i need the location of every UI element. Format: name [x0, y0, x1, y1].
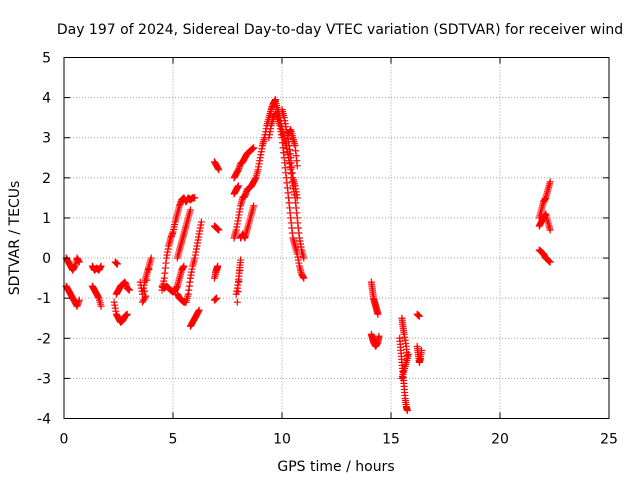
data-point-marker: [180, 262, 188, 270]
data-point-marker: [147, 254, 155, 262]
gridlines: [64, 57, 609, 419]
data-point-marker: [546, 178, 554, 186]
data-point-marker: [97, 302, 105, 310]
data-point-marker: [375, 332, 383, 340]
y-tick-label: 0: [42, 251, 51, 267]
y-tick-label: 1: [42, 211, 51, 227]
data-point-marker: [195, 306, 203, 314]
data-point-marker: [141, 294, 149, 302]
data-point-marker: [141, 287, 149, 295]
x-tick-label: 0: [60, 432, 69, 448]
x-axis-label: GPS time / hours: [277, 459, 394, 475]
y-tick-label: -1: [37, 291, 51, 307]
data-point-marker: [250, 202, 258, 210]
data-point-marker: [418, 346, 426, 354]
x-tick-label: 25: [600, 432, 618, 448]
y-tick-label: 5: [42, 51, 51, 67]
data-point-marker: [404, 350, 412, 358]
x-axis-tick-labels: 0 5 10 15 20 25: [60, 432, 618, 448]
data-point-marker: [215, 166, 223, 174]
data-points: [62, 96, 554, 414]
data-point-marker: [234, 288, 242, 296]
data-point-marker: [213, 294, 221, 302]
data-point-marker: [300, 254, 308, 262]
x-tick-label: 15: [382, 432, 400, 448]
data-point-marker: [142, 292, 150, 300]
data-point-marker: [546, 226, 554, 234]
data-point-marker: [75, 296, 83, 304]
data-point-marker: [403, 406, 411, 414]
data-point-marker: [125, 286, 133, 294]
data-point-marker: [212, 268, 220, 276]
x-tick-label: 10: [273, 432, 291, 448]
data-point-marker: [75, 258, 83, 266]
data-point-marker: [197, 218, 205, 226]
y-tick-label: 4: [42, 91, 51, 107]
data-point-marker: [145, 265, 153, 273]
data-point-marker: [140, 295, 148, 303]
data-point-marker: [235, 277, 243, 285]
data-point-marker: [123, 310, 131, 318]
data-point-marker: [139, 297, 147, 305]
axis-ticks: [63, 57, 610, 419]
data-point-marker: [233, 298, 241, 306]
data-point-marker: [191, 194, 199, 202]
data-point-marker: [415, 312, 423, 320]
y-tick-label: 3: [42, 131, 51, 147]
data-point-marker: [546, 258, 554, 266]
y-tick-label: 2: [42, 171, 51, 187]
data-point-marker: [215, 226, 223, 234]
y-axis-label: SDTVAR / TECUs: [7, 181, 23, 296]
y-tick-label: -4: [37, 412, 51, 428]
y-axis-tick-labels: -4 -3 -2 -1 0 1 2 3 4 5: [37, 51, 51, 428]
data-point-marker: [234, 182, 242, 190]
y-tick-label: -3: [37, 371, 51, 387]
data-point-marker: [97, 262, 105, 270]
data-point-marker: [237, 256, 245, 264]
x-tick-label: 5: [169, 432, 178, 448]
data-point-marker: [293, 194, 301, 202]
data-point-marker: [293, 162, 301, 170]
data-point-marker: [138, 298, 146, 306]
data-point-marker: [374, 310, 382, 318]
data-point-marker: [250, 144, 258, 152]
x-tick-label: 20: [491, 432, 509, 448]
data-point-marker: [113, 260, 121, 268]
data-point-marker: [186, 206, 194, 214]
plot-frame: [63, 57, 610, 419]
data-point-marker: [236, 267, 244, 275]
data-point-marker: [300, 274, 308, 282]
chart-title: Day 197 of 2024, Sidereal Day-to-day VTE…: [57, 22, 623, 38]
data-point-marker: [143, 276, 151, 284]
y-tick-label: -2: [37, 331, 51, 347]
